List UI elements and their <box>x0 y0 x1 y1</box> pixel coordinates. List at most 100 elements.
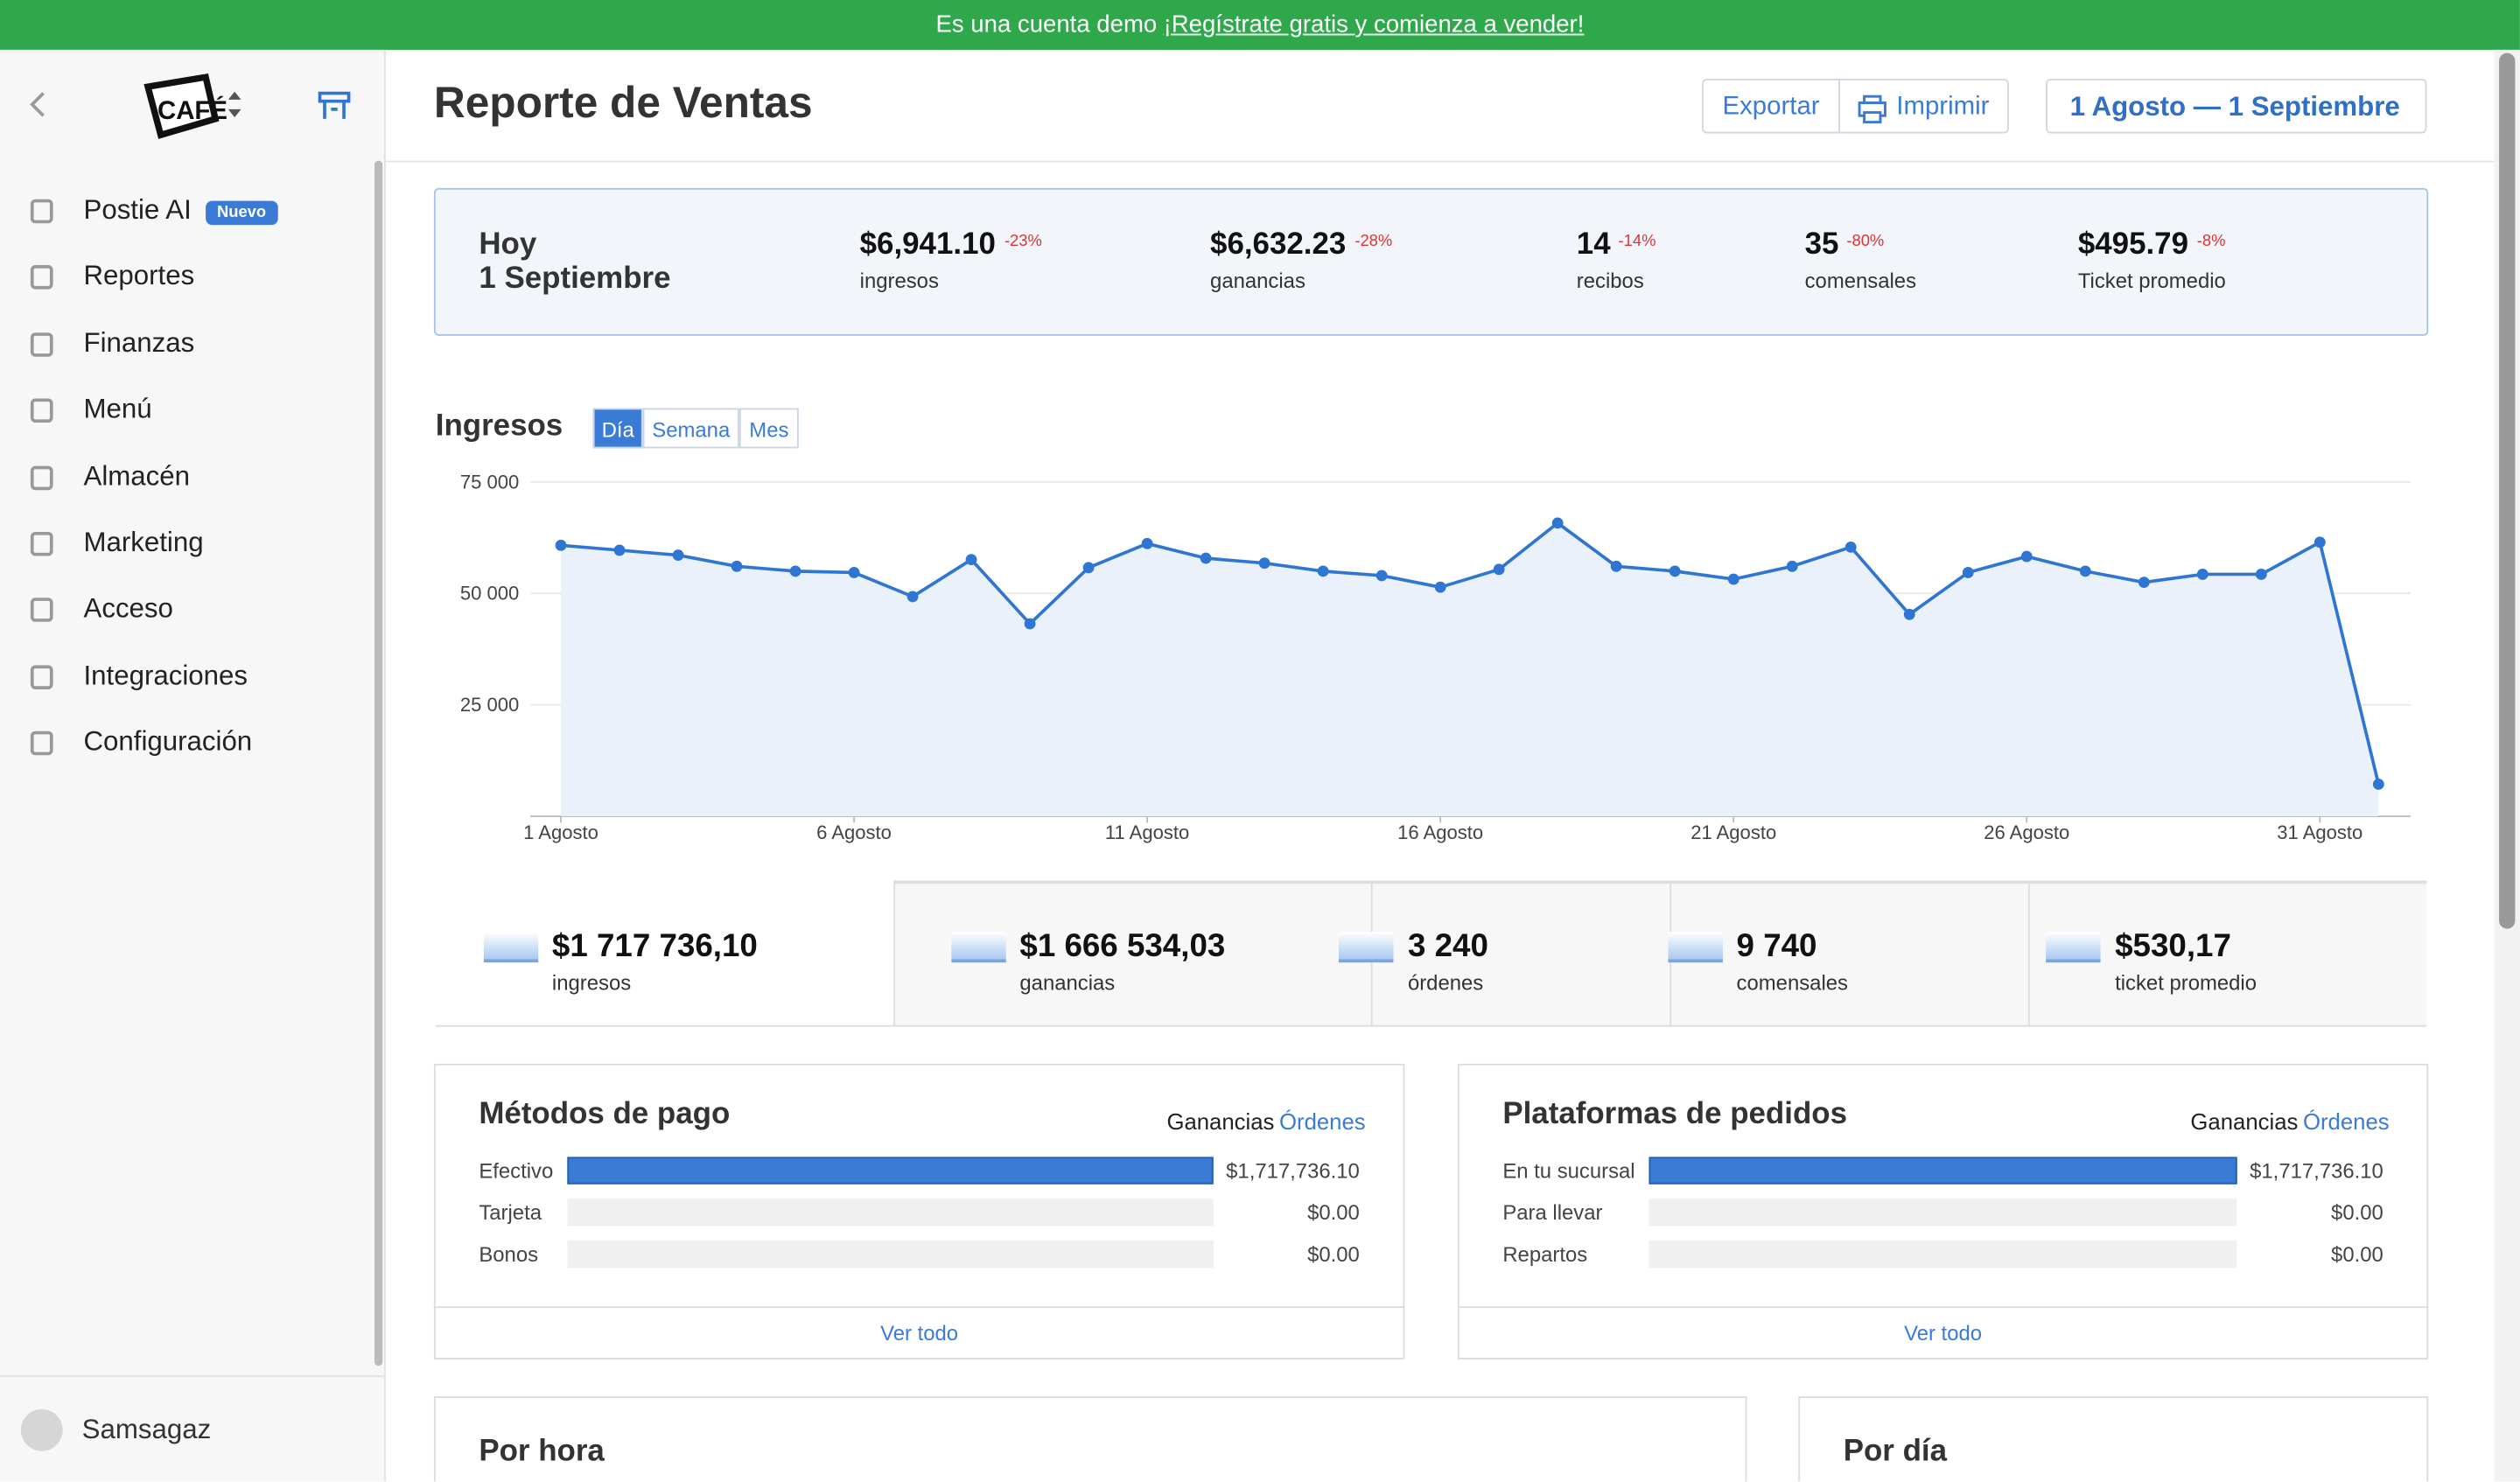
today-stat-value: $495.79 <box>2077 227 2189 262</box>
point <box>789 565 802 577</box>
panel-tab[interactable]: Órdenes <box>2302 1108 2390 1135</box>
chart-title: Ingresos <box>435 409 564 444</box>
bar-label: Tarjeta <box>479 1200 542 1225</box>
sparkline-icon <box>482 932 538 963</box>
x-tick-label: 1 Agosto <box>523 821 598 843</box>
nav-item[interactable]: Postie AI <box>83 194 192 226</box>
nav-badge: Nuevo <box>206 200 277 226</box>
sparkline-icon <box>2046 932 2101 963</box>
panel-footer-link[interactable]: Ver todo <box>880 1320 959 1346</box>
bar-label: Repartos <box>1502 1241 1588 1267</box>
panel <box>433 1063 1405 1360</box>
today-label: Hoy <box>479 227 537 262</box>
bar-value-label: $1,717,736.10 <box>1226 1158 1360 1183</box>
today-stat-change: -14% <box>1618 233 1656 251</box>
section-card <box>1798 1396 2429 1482</box>
scrollbar-track <box>2494 49 2520 1482</box>
nav-item[interactable]: Reportes <box>83 261 195 292</box>
print-button[interactable]: Imprimir <box>1838 78 2009 134</box>
panel-footer-link[interactable]: Ver todo <box>1904 1320 1983 1346</box>
today-stat-label: Ticket promedio <box>2077 268 2226 293</box>
store-icon[interactable] <box>317 90 352 122</box>
panel-tab[interactable]: Ganancias <box>2190 1108 2299 1135</box>
page-title: Reporte de Ventas <box>433 78 813 128</box>
panel-tab[interactable]: Ganancias <box>1166 1108 1275 1135</box>
panel <box>1457 1063 2429 1360</box>
point <box>1786 560 1798 572</box>
area <box>561 522 2379 817</box>
range-tab[interactable]: Día <box>592 408 643 449</box>
point <box>672 549 684 561</box>
y-tick-label: 75 000 <box>460 471 519 493</box>
range-tab[interactable]: Mes <box>738 408 799 449</box>
today-stat-label: ganancias <box>1210 268 1306 293</box>
section-title: Por hora <box>479 1435 605 1469</box>
range-tab[interactable]: Semana <box>642 408 739 449</box>
x-tick-label: 21 Agosto <box>1690 821 1776 843</box>
panel-tab[interactable]: Órdenes <box>1279 1108 1366 1135</box>
panel-title: Plataformas de pedidos <box>1502 1097 1847 1132</box>
point <box>2079 565 2091 577</box>
nav-item[interactable]: Finanzas <box>83 327 195 359</box>
svg-text:CAFÉ: CAFÉ <box>158 95 228 125</box>
point <box>1493 563 1505 576</box>
point <box>1376 570 1388 582</box>
x-tick-label: 6 Agosto <box>816 821 892 843</box>
user-name[interactable]: Samsagaz <box>81 1414 212 1445</box>
point <box>965 554 977 566</box>
signup-link[interactable]: ¡Regístrate gratis y comienza a vender! <box>1163 10 1585 39</box>
logo[interactable]: CAFÉ <box>142 71 242 144</box>
point <box>2020 550 2033 563</box>
point <box>1727 573 1740 585</box>
nav-icon <box>30 332 53 357</box>
total-value: $1 717 736,10 <box>551 928 758 965</box>
bar-track <box>1648 1199 2237 1227</box>
total-value: $530,17 <box>2115 928 2231 965</box>
total-cell <box>1670 880 2028 1027</box>
point <box>1434 581 1446 593</box>
x-tick-label: 11 Agosto <box>1105 821 1189 843</box>
total-label: ganancias <box>1019 970 1116 995</box>
panel-title: Métodos de pago <box>479 1097 731 1132</box>
panel-divider <box>1457 1306 2429 1309</box>
point <box>1082 562 1095 574</box>
point <box>731 560 743 572</box>
export-button[interactable]: Exportar <box>1702 78 1841 134</box>
date-range[interactable]: 1 Agosto — 1 Septiembre <box>2046 78 2427 134</box>
point <box>1844 541 1857 553</box>
section-title: Por día <box>1843 1435 1947 1469</box>
banner-text: Es una cuenta demo ¡Regístrate gratis y c… <box>0 0 2520 50</box>
print-icon <box>1858 94 1886 124</box>
bar-label: Efectivo <box>479 1158 554 1183</box>
nav-item[interactable]: Acceso <box>83 593 173 625</box>
nav-icon <box>30 598 53 623</box>
today-date: 1 Septiembre <box>479 262 671 296</box>
bar-label: En tu sucursal <box>1502 1158 1635 1183</box>
bar-value-label: $0.00 <box>1307 1200 1360 1225</box>
total-label: ingresos <box>551 970 632 995</box>
panel-divider <box>433 1306 1405 1309</box>
point <box>1903 608 1915 620</box>
bar-label: Para llevar <box>1502 1200 1603 1225</box>
nav-item[interactable]: Integraciones <box>83 660 248 691</box>
nav-item[interactable]: Marketing <box>83 527 204 558</box>
nav-item[interactable]: Menú <box>83 394 152 425</box>
back-icon[interactable] <box>25 90 51 122</box>
today-stat-label: recibos <box>1576 268 1644 293</box>
nav-item[interactable]: Configuración <box>83 726 253 758</box>
bar-track <box>567 1199 1214 1227</box>
bar-track <box>1648 1240 2237 1269</box>
point <box>2138 577 2150 589</box>
bar-value-label: $0.00 <box>1307 1241 1360 1267</box>
sidebar-scrollbar <box>374 160 383 1367</box>
point <box>2314 536 2326 549</box>
demo-banner <box>0 0 2520 50</box>
banner-message: Es una cuenta demo <box>935 10 1158 39</box>
bar-value-label: $0.00 <box>2331 1200 2384 1225</box>
nav-item[interactable]: Almacén <box>83 460 190 492</box>
y-tick-label: 25 000 <box>460 694 519 716</box>
line <box>560 521 2381 785</box>
point <box>1258 557 1270 570</box>
